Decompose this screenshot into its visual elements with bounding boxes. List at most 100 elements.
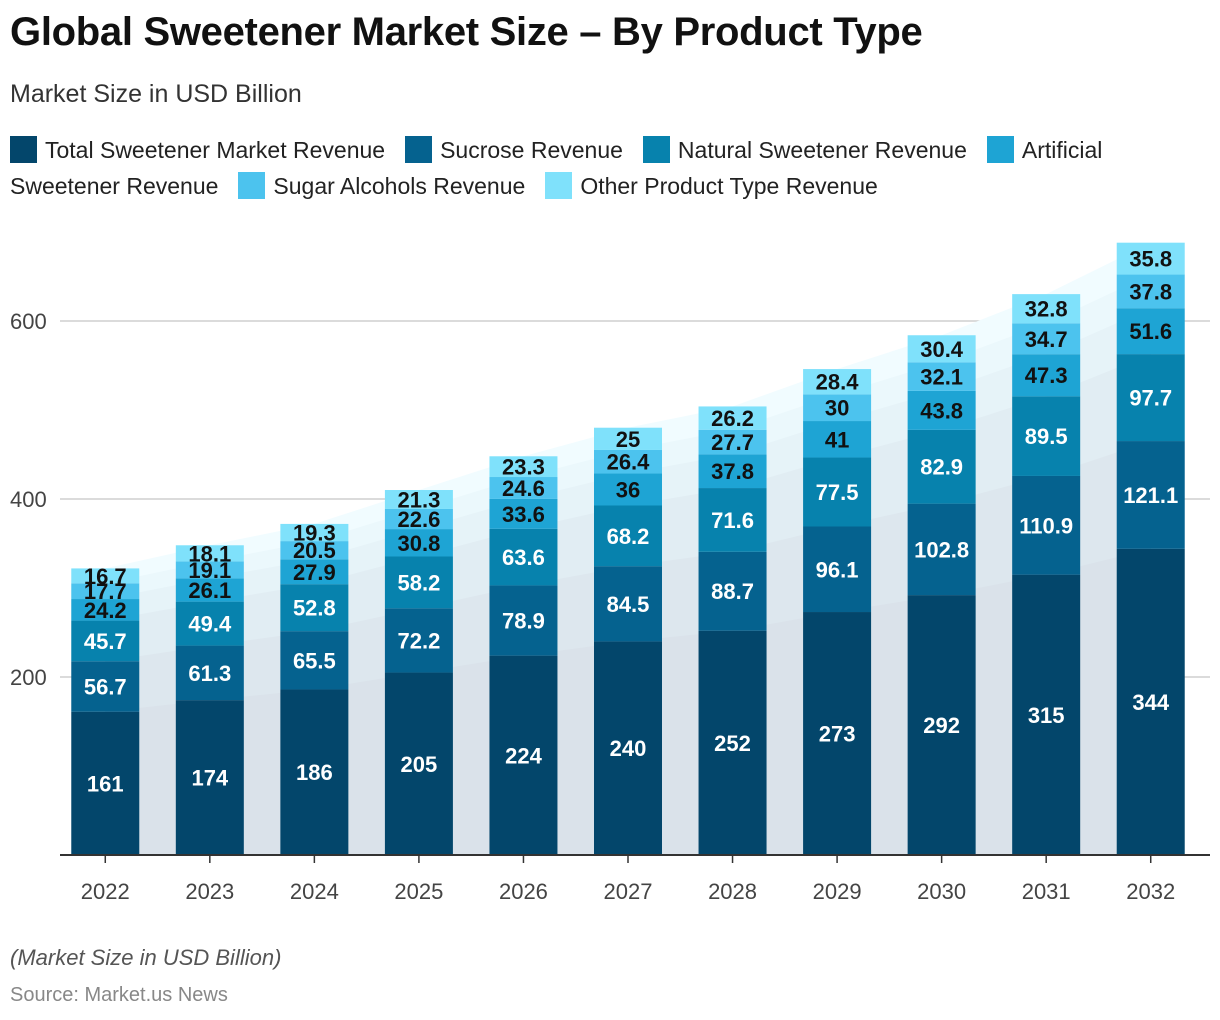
bar-segment (907, 503, 976, 596)
bar-segment (1012, 475, 1081, 575)
data-label: 84.5 (607, 592, 650, 617)
bar-segment (175, 578, 244, 602)
legend-swatch (405, 136, 433, 163)
bar-segment (1012, 574, 1081, 855)
data-label: 71.6 (711, 508, 754, 533)
bar-segment (489, 477, 558, 499)
data-label: 186 (296, 760, 333, 785)
data-label: 23.3 (502, 455, 545, 480)
bar-segment (1116, 274, 1185, 309)
data-label: 26.1 (188, 578, 231, 603)
data-label: 33.6 (502, 502, 545, 527)
x-tick-label: 2028 (708, 879, 757, 904)
data-label: 26.4 (607, 450, 651, 475)
bar-segment (907, 390, 976, 430)
data-label: 78.9 (502, 609, 545, 634)
x-tick-label: 2031 (1022, 879, 1071, 904)
data-label: 240 (610, 736, 647, 761)
bar-segment (384, 608, 453, 673)
source-note: Source: Market.us News (10, 984, 228, 1006)
data-label: 47.3 (1025, 363, 1068, 388)
legend-label: Sucrose Revenue (440, 137, 623, 163)
data-label: 96.1 (816, 557, 859, 582)
bar-segment (175, 645, 244, 701)
data-label: 32.8 (1025, 297, 1068, 322)
bar-segment (1012, 323, 1081, 355)
legend-label: Total Sweetener Market Revenue (45, 137, 386, 163)
bar-segment (489, 585, 558, 656)
data-label: 344 (1132, 690, 1169, 715)
legend-label: Artificial Sweetener Revenue (10, 137, 1103, 199)
data-label: 16.7 (84, 564, 127, 589)
legend-swatch (10, 136, 37, 163)
data-label: 52.8 (293, 596, 336, 621)
data-label: 25 (616, 427, 640, 452)
bar-segment (71, 711, 140, 855)
data-label: 18.1 (188, 541, 231, 566)
y-tick-label: 400 (10, 487, 47, 512)
bar-segment (907, 362, 976, 391)
legend-label: Natural Sweetener Revenue (677, 137, 967, 163)
data-label: 68.2 (607, 524, 650, 549)
bar-segment (594, 427, 662, 450)
data-label: 51.6 (1129, 319, 1172, 344)
bar-segment (280, 541, 349, 560)
bar-segment (803, 394, 872, 422)
bar-segment (384, 508, 453, 530)
bar-segment (1116, 242, 1185, 275)
bar-segment (1116, 354, 1185, 442)
bar-segment (280, 689, 349, 855)
bar-segment (71, 661, 140, 712)
bar-segment (175, 561, 244, 579)
bar-segment (175, 545, 244, 562)
data-label: 24.6 (502, 476, 545, 501)
data-label: 110.9 (1019, 513, 1073, 538)
bar-segment (698, 630, 767, 855)
data-label: 20.5 (293, 538, 336, 563)
data-label: 28.4 (816, 370, 860, 395)
data-label: 19.1 (188, 558, 231, 583)
data-label: 30.8 (397, 531, 440, 556)
bar-segment (71, 599, 140, 621)
data-label: 252 (714, 731, 751, 756)
x-tick-label: 2029 (813, 879, 862, 904)
data-label: 102.8 (914, 537, 969, 562)
y-tick-label: 600 (10, 309, 47, 334)
data-label: 273 (819, 722, 856, 747)
data-label: 174 (191, 766, 228, 791)
bar-segment (175, 601, 244, 646)
data-label: 41 (825, 427, 849, 452)
data-label: 26.2 (711, 406, 754, 431)
bar-segment (1012, 354, 1081, 397)
legend-label: Sugar Alcohols Revenue (273, 173, 526, 199)
bar-segment (803, 369, 872, 395)
data-label: 88.7 (711, 579, 754, 604)
data-label: 56.7 (84, 674, 127, 699)
stacked-bar-chart: 16156.745.724.217.716.717461.349.426.119… (10, 242, 1210, 904)
data-label: 89.5 (1025, 424, 1068, 449)
y-tick-label: 200 (10, 665, 47, 690)
bar-segment (803, 612, 872, 855)
x-tick-label: 2023 (185, 879, 234, 904)
data-label: 77.5 (816, 480, 859, 505)
x-tick-label: 2027 (604, 879, 653, 904)
data-label: 121.1 (1123, 483, 1178, 508)
bar-segment (384, 490, 453, 509)
bar-segment (907, 595, 976, 855)
x-tick-label: 2025 (394, 879, 443, 904)
data-label: 21.3 (397, 487, 440, 512)
bar-segment (280, 631, 349, 690)
data-label: 61.3 (188, 661, 231, 686)
bar-segment (803, 457, 872, 527)
data-label: 43.8 (920, 398, 963, 423)
bar-segment (907, 429, 976, 504)
x-tick-label: 2030 (917, 879, 966, 904)
data-label: 161 (87, 771, 124, 796)
legend-item: Sugar Alcohols Revenue (238, 172, 526, 199)
data-label: 58.2 (397, 570, 440, 595)
data-label: 65.5 (293, 648, 336, 673)
legend-item: Total Sweetener Market Revenue (10, 136, 386, 163)
legend-item: Other Product Type Revenue (545, 172, 878, 199)
legend-item: Sucrose Revenue (405, 136, 623, 163)
data-label: 34.7 (1025, 327, 1068, 352)
